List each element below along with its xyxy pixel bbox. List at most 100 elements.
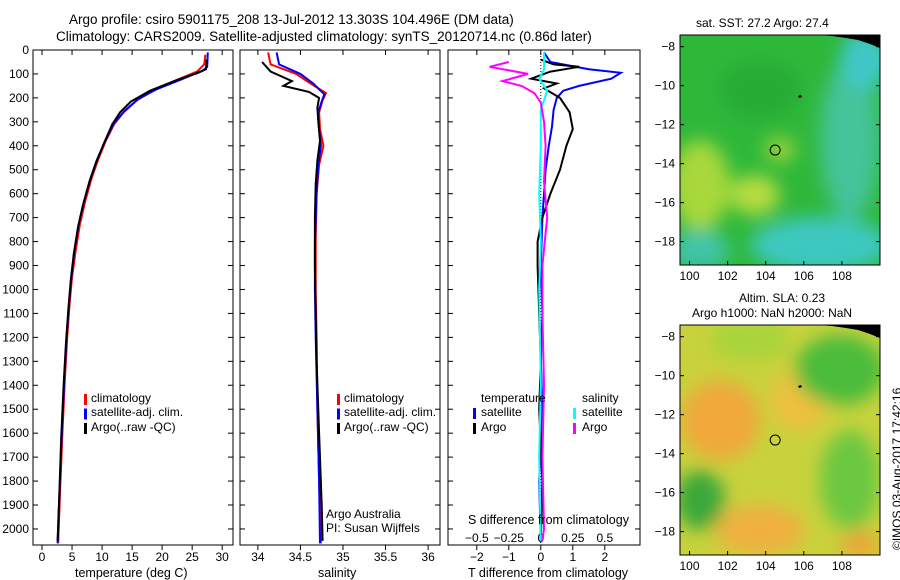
- y-tick-label: 1200: [2, 330, 29, 344]
- y-tick-label: 900: [9, 259, 29, 273]
- x2-tick-label: −0.25: [494, 531, 525, 545]
- x-tick-label: 34.5: [289, 550, 313, 564]
- y-tick-label: 100: [9, 67, 29, 81]
- x-tick-label: 108: [832, 559, 852, 573]
- x2-tick-label: 0.25: [561, 531, 585, 545]
- sst-map-title: sat. SST: 27.2 Argo: 27.4: [696, 16, 829, 30]
- y-tick-label: −12: [655, 118, 676, 132]
- x-tick-label: 104: [756, 559, 776, 573]
- y-tick-label: 1400: [2, 378, 29, 392]
- x-tick-label: 0: [39, 550, 46, 564]
- y-tick-label: −14: [655, 447, 676, 461]
- legend-swatch: [84, 394, 87, 405]
- y-tick-label: 600: [9, 187, 29, 201]
- series-salinity-argo: [489, 61, 549, 542]
- salinity-plot: 34 34.5 35 35.5 36: [239, 49, 441, 564]
- legend-satellite-adj: satellite-adj. clim.: [91, 405, 184, 419]
- y-tick-label: −12: [655, 408, 676, 422]
- temperature-frame: [32, 49, 234, 546]
- y-tick-label: 1000: [2, 282, 29, 296]
- y-tick-label: −16: [655, 196, 676, 210]
- legend-s-satellite: satellite: [582, 405, 623, 419]
- y-tick-label: 0: [22, 43, 29, 57]
- legend-swatch: [573, 408, 576, 419]
- sla-map-frame: [679, 324, 881, 556]
- x-tick-label: 30: [216, 550, 230, 564]
- y-tick-label: 700: [9, 211, 29, 225]
- sst-map-field: [680, 35, 880, 265]
- x-tick-label: 106: [794, 559, 814, 573]
- island: [798, 95, 802, 98]
- legend-argo: Argo(..raw -QC): [344, 420, 429, 434]
- figure-title: Argo profile: csiro 5901175_208 13-Jul-2…: [69, 12, 514, 27]
- legend-swatch: [473, 423, 476, 434]
- x-tick-label: −1: [502, 550, 516, 564]
- y-tick-label: 1900: [2, 498, 29, 512]
- y-tick-label: 1500: [2, 402, 29, 416]
- y-tick-label: −8: [661, 330, 675, 344]
- annotation-pi: PI: Susan Wijffels: [326, 521, 420, 535]
- x-tick-label: 100: [680, 559, 700, 573]
- x-tick-label: 5: [69, 550, 76, 564]
- temperature-plot: 0 5 10 15 20 25 300100200300400500600700800900…: [2, 43, 234, 564]
- annotation-argo-australia: Argo Australia: [326, 507, 401, 521]
- y-tick-label: 1600: [2, 426, 29, 440]
- x-tick-label: 10: [95, 550, 109, 564]
- x2-tick-label: 0.5: [596, 531, 613, 545]
- legend-salinity-title: salinity: [582, 391, 619, 405]
- legend-t-argo: Argo: [481, 420, 507, 434]
- legend-temperature-title: temperature: [481, 391, 546, 405]
- legend-climatology: climatology: [344, 391, 405, 405]
- sla-map-axes: 100 102 104 106 108 −8 −10 −12 −14 −16 −18: [655, 324, 881, 573]
- y-tick-label: 300: [9, 115, 29, 129]
- x-tick-label: 106: [794, 269, 814, 283]
- legend-swatch: [573, 423, 576, 434]
- x-tick-label: 100: [680, 269, 700, 283]
- y-tick-label: 1300: [2, 354, 29, 368]
- legend-swatch: [337, 408, 340, 420]
- y-tick-label: 1700: [2, 450, 29, 464]
- legend-t-satellite: satellite: [481, 405, 522, 419]
- coastline: [818, 35, 880, 48]
- y-tick-label: 400: [9, 139, 29, 153]
- sla-map-subtitle: Argo h1000: NaN h2000: NaN: [692, 306, 853, 320]
- legend-swatch: [84, 423, 87, 434]
- x-tick-label: 20: [155, 550, 169, 564]
- y-tick-label: −10: [655, 79, 676, 93]
- x-tick-label: 35: [336, 550, 350, 564]
- y-tick-label: 500: [9, 163, 29, 177]
- argo-position-marker: [769, 144, 781, 156]
- x-tick-label: 102: [718, 269, 738, 283]
- difference-x2label: S difference from climatology: [468, 513, 629, 527]
- legend-swatch: [84, 408, 87, 420]
- salinity-xlabel: salinity: [318, 566, 357, 580]
- legend-swatch: [337, 423, 340, 434]
- legend-climatology: climatology: [91, 391, 152, 405]
- y-tick-label: 800: [9, 235, 29, 249]
- sla-map-title: Altim. SLA: 0.23: [739, 291, 826, 305]
- x-tick-label: −2: [470, 550, 484, 564]
- x-tick-label: 2: [601, 550, 608, 564]
- y-tick-label: −8: [661, 40, 675, 54]
- series-temperature-satellite: [538, 51, 624, 541]
- y-tick-label: −10: [655, 369, 676, 383]
- y-tick-label: 1800: [2, 474, 29, 488]
- sst-map-frame: [679, 34, 881, 266]
- x-tick-label: 0: [537, 550, 544, 564]
- series-satellite-adj-clim-: [56, 52, 209, 544]
- imos-credit: ©IMOS 03-Aug-2017 17:42:16: [890, 387, 900, 550]
- series-argo-raw-qc-: [261, 61, 324, 541]
- series-argo-raw-qc-: [56, 59, 208, 541]
- legend-satellite-adj: satellite-adj. clim.: [344, 405, 437, 419]
- y-tick-label: −18: [655, 235, 676, 249]
- y-tick-label: −14: [655, 157, 676, 171]
- x-tick-label: 108: [832, 269, 852, 283]
- legend-s-argo: Argo: [582, 420, 608, 434]
- x-tick-label: 1: [569, 550, 576, 564]
- x-tick-label: 25: [185, 550, 199, 564]
- series-satellite-adj-clim-: [275, 52, 326, 544]
- island: [798, 385, 802, 388]
- x2-tick-label: −0.5: [465, 531, 489, 545]
- legend-swatch: [337, 394, 340, 405]
